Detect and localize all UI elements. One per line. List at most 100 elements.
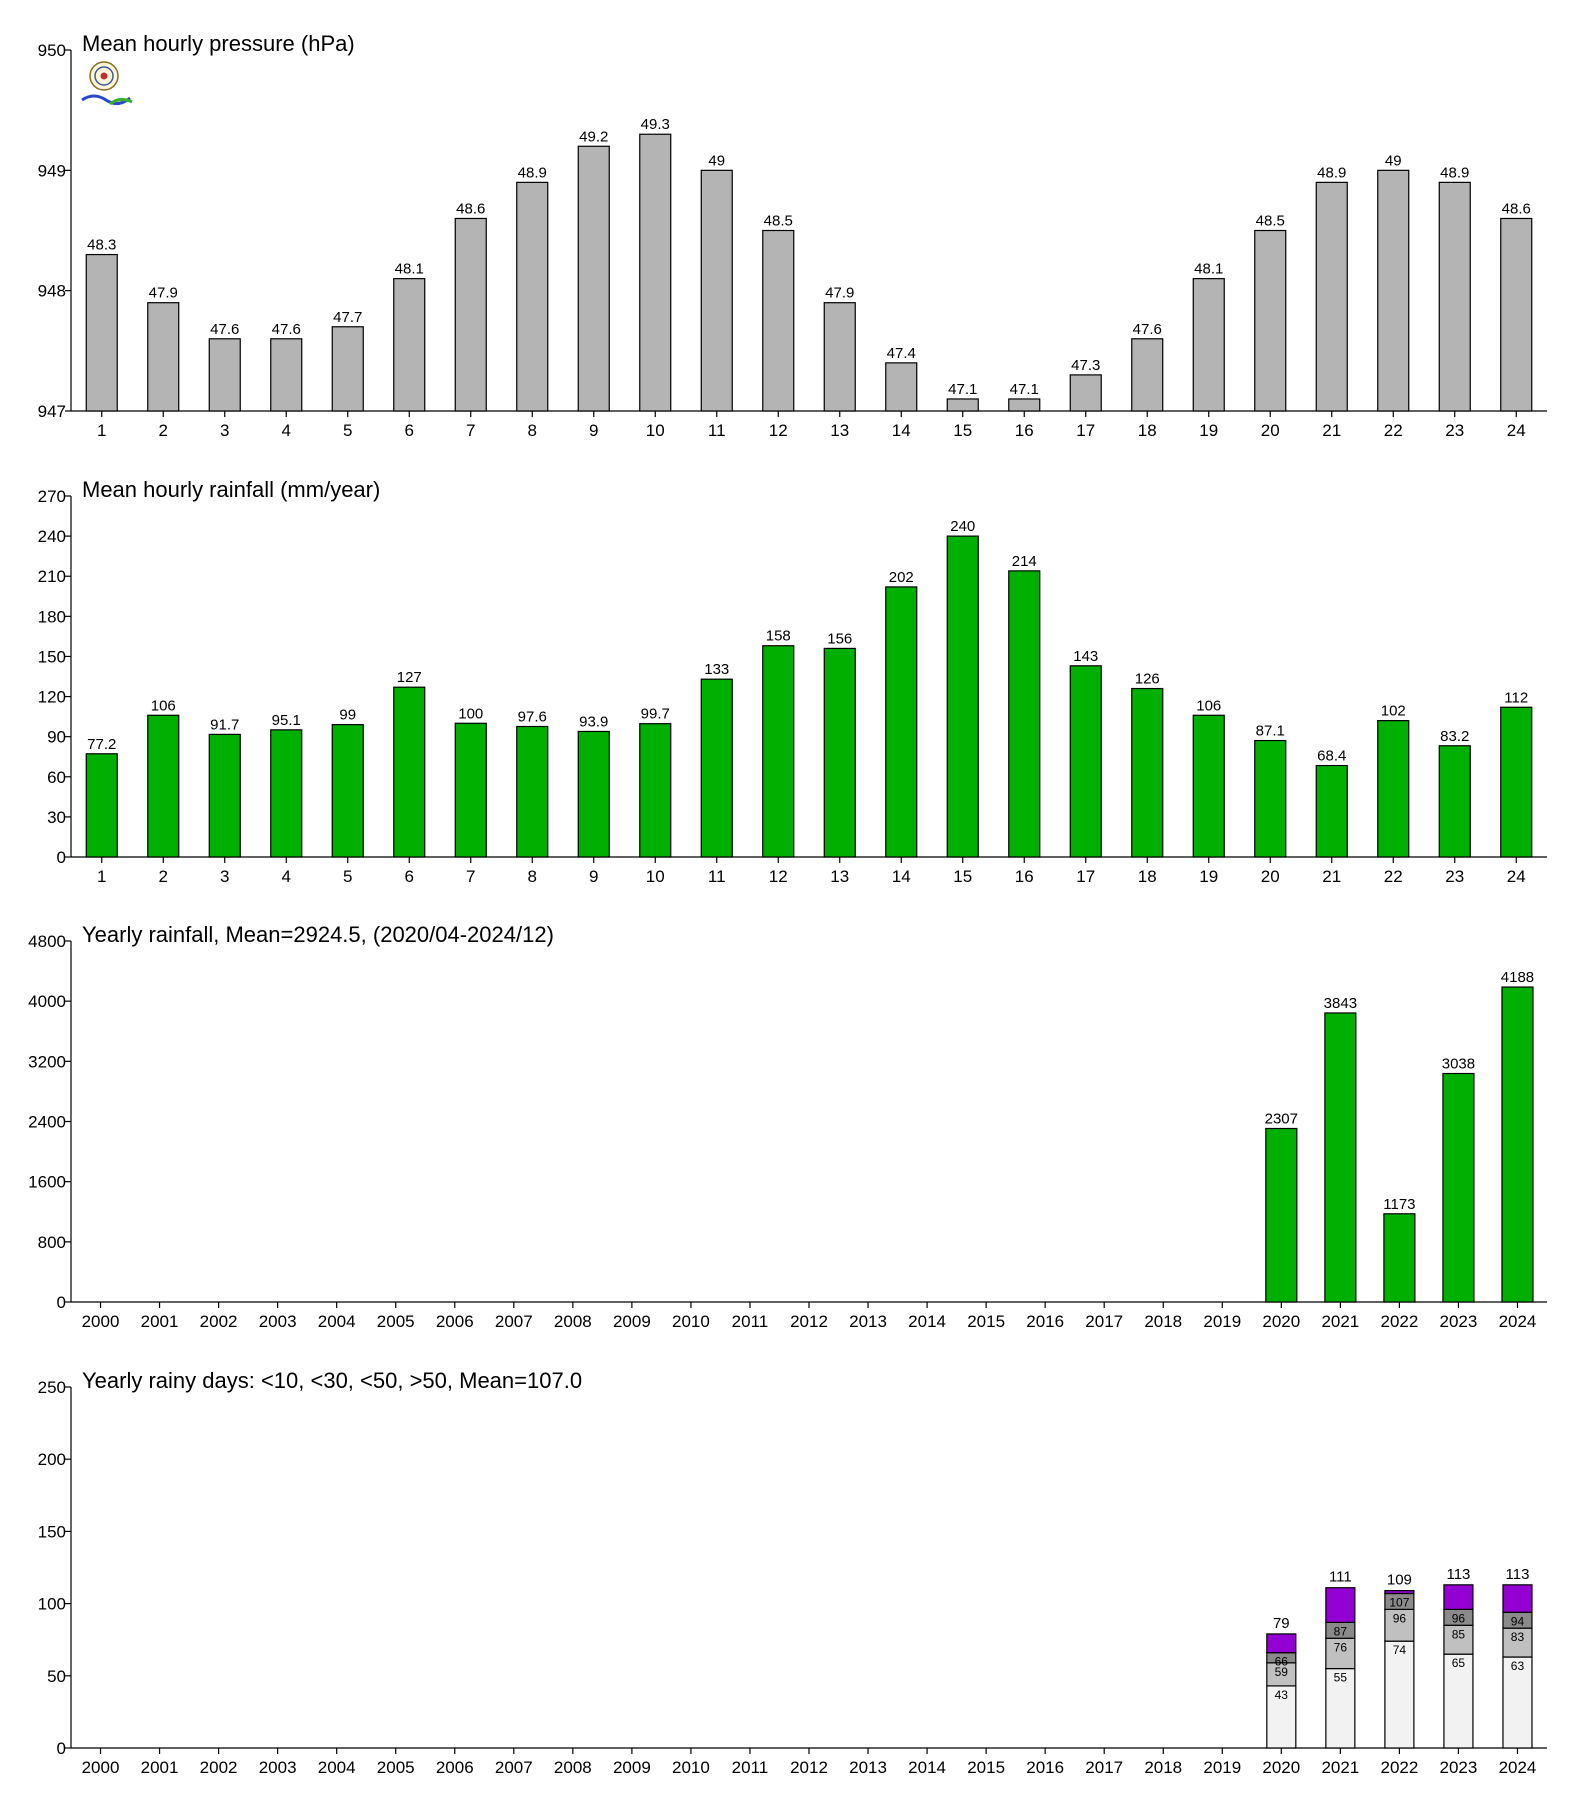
bar [454,722,487,858]
bar [577,145,610,412]
x-tick-label: 2010 [672,1758,710,1777]
bar-value-label: 48.6 [456,200,485,217]
bar [1069,665,1102,858]
bar [1324,1012,1357,1303]
bar-value-label: 49 [708,152,725,169]
x-tick-label: 2024 [1499,1758,1537,1777]
x-tick-label: 2003 [259,1758,297,1777]
y-tick-label: 800 [38,1233,66,1252]
bar [147,302,180,412]
bar-value-label: 126 [1135,671,1160,688]
y-tick-label: 250 [38,1378,66,1397]
bar-value-label: 91.7 [210,716,239,733]
bar-value-label: 49 [1385,152,1402,169]
x-tick-label: 2014 [908,1312,946,1331]
x-tick-label: 2000 [82,1758,120,1777]
x-tick-label: 1 [97,421,106,440]
x-tick-label: 2023 [1440,1312,1478,1331]
x-tick-label: 17 [1076,867,1095,886]
x-tick-label: 13 [830,421,849,440]
bar [700,678,733,858]
bar-value-label: 3843 [1324,995,1357,1012]
x-tick-label: 2 [159,421,168,440]
x-tick-label: 2008 [554,1758,592,1777]
x-tick-label: 2004 [318,1758,356,1777]
y-tick-label: 4800 [28,932,66,951]
x-tick-label: 22 [1384,421,1403,440]
x-tick-label: 8 [528,421,537,440]
bar-value-label: 87.1 [1256,723,1285,740]
bar [393,278,426,412]
y-tick-label: 270 [38,487,66,506]
segment-value-label: 59 [1275,1665,1289,1679]
x-tick-label: 2013 [849,1312,887,1331]
stack-segment [1502,1627,1533,1658]
y-tick-label: 949 [38,161,66,180]
bar-value-label: 97.6 [518,709,547,726]
bar-value-label: 47.7 [333,309,362,326]
x-tick-label: 6 [405,421,414,440]
bar-value-label: 47.1 [948,381,977,398]
x-tick-label: 3 [220,421,229,440]
x-tick-label: 2008 [554,1312,592,1331]
x-tick-label: 2021 [1321,1312,1359,1331]
y-tick-label: 180 [38,607,66,626]
x-tick-label: 5 [343,421,352,440]
x-tick-label: 10 [646,421,665,440]
bar [1069,374,1102,412]
x-tick-label: 20 [1261,867,1280,886]
bar-value-label: 156 [827,630,852,647]
y-tick-label: 4000 [28,992,66,1011]
x-tick-label: 2015 [967,1758,1005,1777]
bar [1131,338,1164,412]
bar-value-label: 48.9 [1317,164,1346,181]
stack-segment [1384,1608,1415,1642]
x-tick-label: 9 [589,421,598,440]
x-tick-label: 15 [953,867,972,886]
x-tick-label: 1 [97,867,106,886]
bar-value-label: 3038 [1442,1056,1475,1073]
stack-segment [1502,1656,1533,1749]
x-tick-label: 12 [769,421,788,440]
bar [1377,169,1410,412]
x-tick-label: 17 [1076,421,1095,440]
bar [85,253,118,412]
bar [639,723,672,858]
bar [1254,229,1287,412]
segment-value-label: 74 [1393,1643,1407,1657]
bar [331,724,364,858]
bar [762,229,795,412]
bar [1192,278,1225,412]
bar [1500,217,1533,412]
x-tick-label: 2006 [436,1312,474,1331]
stack-segment [1443,1584,1474,1610]
x-tick-label: 23 [1445,421,1464,440]
x-tick-label: 2002 [200,1758,238,1777]
bar-value-label: 93.9 [579,713,608,730]
x-tick-label: 19 [1199,867,1218,886]
y-tick-label: 90 [47,728,66,747]
x-tick-label: 14 [892,421,911,440]
x-tick-label: 13 [830,867,849,886]
bar [1383,1213,1416,1303]
bar-value-label: 47.3 [1071,357,1100,374]
x-tick-label: 2009 [613,1758,651,1777]
bar-value-label: 106 [1196,697,1221,714]
chart-title: Mean hourly pressure (hPa) [82,31,355,56]
x-tick-label: 18 [1138,421,1157,440]
stack-segment [1325,1667,1356,1749]
segment-value-label: 83 [1511,1630,1525,1644]
x-tick-label: 2 [159,867,168,886]
bar-value-label: 47.1 [1010,381,1039,398]
bar-value-label: 47.6 [210,321,239,338]
logo-icon [81,61,133,106]
x-tick-label: 22 [1384,867,1403,886]
segment-value-label: 65 [1452,1656,1466,1670]
y-tick-label: 3200 [28,1052,66,1071]
x-tick-label: 2007 [495,1758,533,1777]
x-tick-label: 24 [1507,421,1526,440]
x-tick-label: 2001 [141,1758,179,1777]
segment-value-label: 63 [1511,1659,1525,1673]
x-tick-label: 16 [1015,421,1034,440]
